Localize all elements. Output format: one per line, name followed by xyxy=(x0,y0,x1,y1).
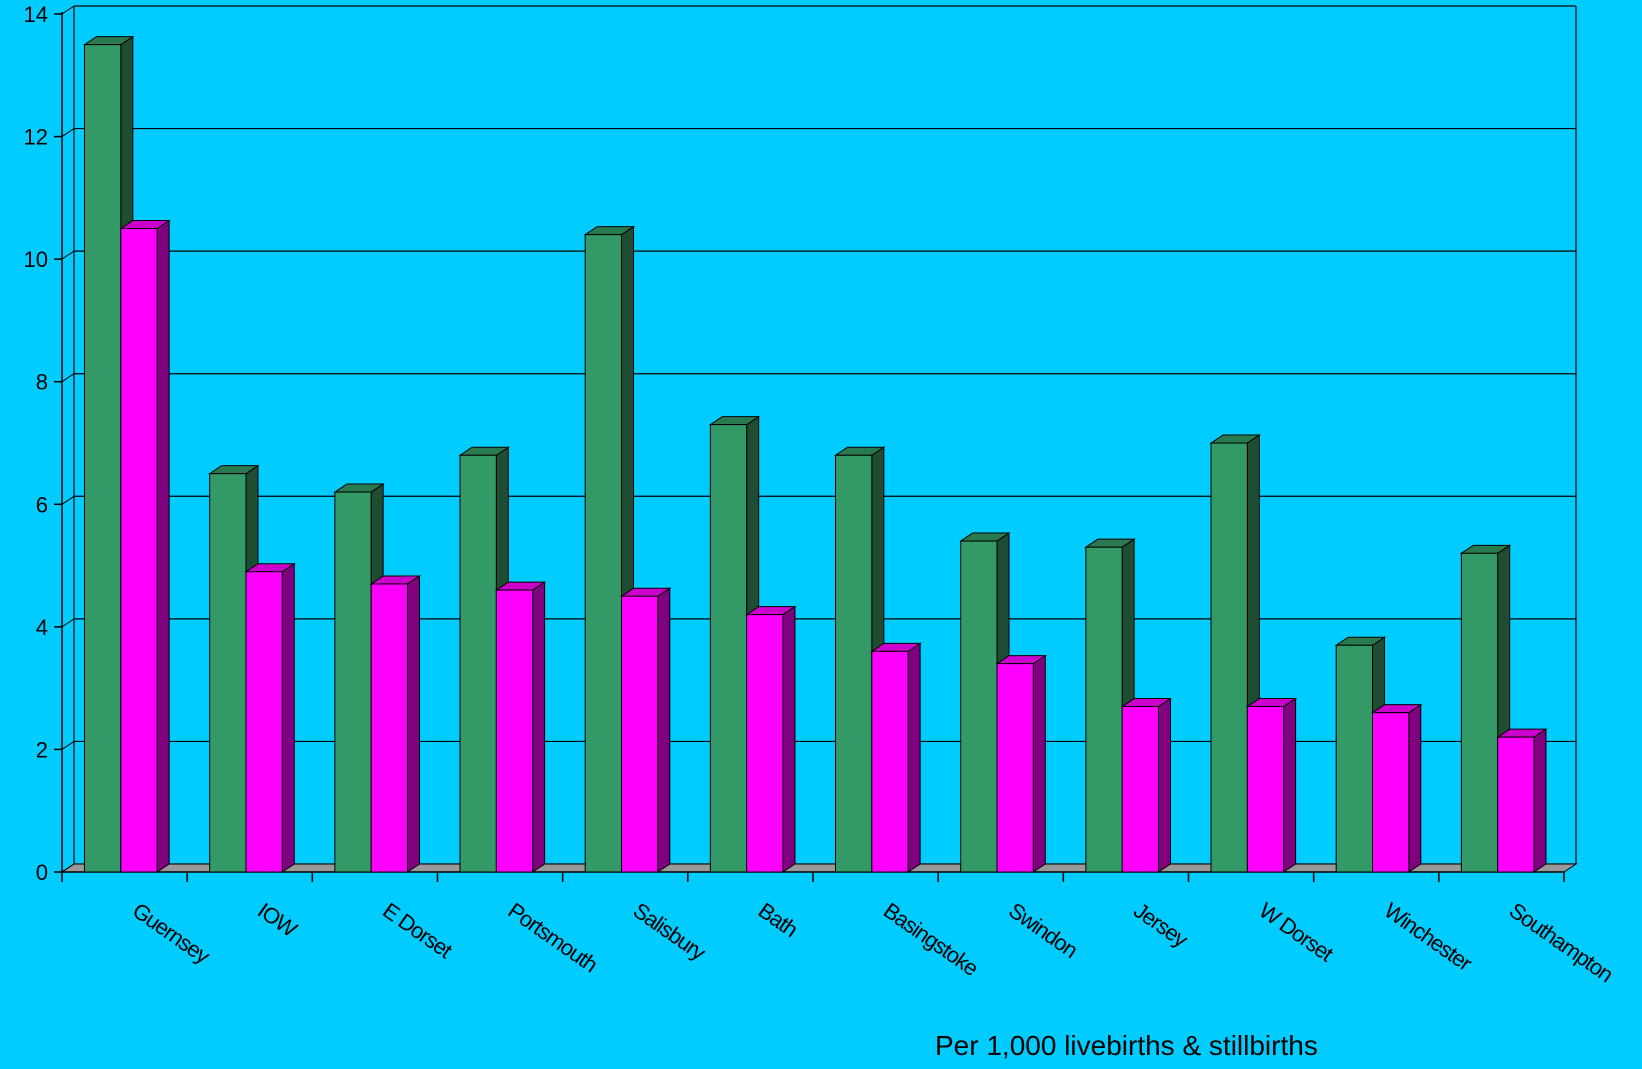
y-tick-label: 6 xyxy=(36,492,48,517)
bar xyxy=(495,589,534,873)
bar xyxy=(209,473,247,873)
x-tick-label: E Dorset xyxy=(378,898,457,963)
x-tick-label: Southampton xyxy=(1505,898,1618,987)
bar xyxy=(1210,442,1248,873)
bar xyxy=(1121,706,1159,873)
x-tick-label: Bath xyxy=(754,898,802,942)
y-tick-label: 0 xyxy=(36,860,48,885)
bar-side xyxy=(532,581,546,873)
bar-side xyxy=(1032,654,1046,873)
bar-side xyxy=(1533,728,1547,873)
bar xyxy=(960,540,998,873)
x-tick-label: Jersey xyxy=(1129,898,1192,953)
bar-side xyxy=(281,562,295,873)
bar xyxy=(334,491,372,873)
y-tick-label: 4 xyxy=(36,615,48,640)
x-tick-label: W Dorset xyxy=(1254,898,1338,967)
side-gridline xyxy=(61,863,75,873)
side-gridline xyxy=(61,741,75,750)
bar xyxy=(1371,712,1410,873)
bar xyxy=(746,614,784,873)
bar-side xyxy=(1408,703,1422,873)
bar-side xyxy=(657,587,671,873)
y-tick-label: 8 xyxy=(36,370,48,395)
bar xyxy=(1335,644,1373,873)
side-gridline xyxy=(61,495,75,505)
bar-side xyxy=(907,642,921,873)
x-tick-label: Winchester xyxy=(1380,898,1477,976)
x-tick-label: Swindon xyxy=(1004,898,1082,963)
bar xyxy=(1497,736,1535,873)
bar xyxy=(996,663,1034,873)
bar xyxy=(709,424,748,873)
x-tick-label: IOW xyxy=(253,898,302,943)
bar xyxy=(1460,552,1499,873)
y-tick-label: 2 xyxy=(36,737,48,762)
x-tick-label: Basingstoke xyxy=(879,898,983,981)
side-gridline xyxy=(61,5,75,15)
bar xyxy=(871,650,909,873)
bar xyxy=(84,44,122,873)
side-gridline xyxy=(61,618,75,628)
bar xyxy=(120,228,158,873)
bar xyxy=(1246,706,1285,873)
bar-side xyxy=(1157,697,1171,873)
side-gridline xyxy=(61,373,75,383)
x-tick-label: Portsmouth xyxy=(503,898,601,977)
bar xyxy=(584,234,622,873)
bar-side xyxy=(782,605,796,873)
y-tick-label: 12 xyxy=(24,125,48,150)
x-axis-label: Per 1,000 livebirths & stillbirths xyxy=(935,1030,1318,1061)
bar xyxy=(459,454,497,873)
bar xyxy=(370,583,408,873)
bar-side xyxy=(406,575,420,873)
bar xyxy=(620,595,659,873)
side-gridline xyxy=(61,128,75,137)
bar-side xyxy=(156,219,170,873)
side-gridline xyxy=(61,250,75,260)
y-tick-label: 10 xyxy=(24,247,48,272)
bar xyxy=(1085,546,1123,873)
bar xyxy=(245,571,283,873)
x-tick-label: Guernsey xyxy=(128,898,215,969)
bar-side xyxy=(1283,697,1297,873)
x-tick-label: Salisbury xyxy=(629,898,711,966)
y-tick-label: 14 xyxy=(24,2,48,27)
bar xyxy=(835,454,873,873)
